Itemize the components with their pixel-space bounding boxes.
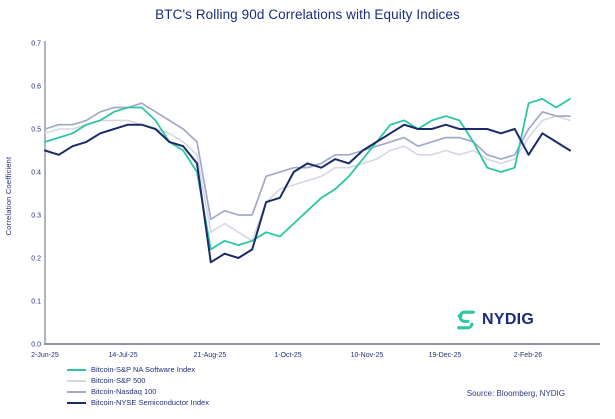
y-tick-label: 0.5 <box>31 126 41 133</box>
page-title: BTC's Rolling 90d Correlations with Equi… <box>155 7 460 22</box>
x-tick-label: 10-Nov-25 <box>351 352 384 359</box>
legend-item-bitcoin-s-p-500: Bitcoin-S&P 500 <box>67 375 209 386</box>
y-tick-label: 0.0 <box>31 341 41 348</box>
x-tick-label: 2-Feb-26 <box>514 352 543 359</box>
series-line-bitcoin-nasdaq-100 <box>44 102 571 221</box>
legend-swatch <box>67 368 86 371</box>
nydig-logo-text: NYDIG <box>482 311 535 328</box>
x-tick-label: 14-Jul-25 <box>108 352 137 359</box>
y-tick-label: 0.6 <box>31 83 41 90</box>
legend-label: Bitcoin-Nasdaq 100 <box>91 387 157 396</box>
y-tick-label: 0.7 <box>31 40 41 47</box>
y-tick-label: 0.1 <box>31 298 41 305</box>
legend-swatch <box>67 390 86 393</box>
x-tick-label: 1-Oct-25 <box>274 352 301 359</box>
y-tick-label: 0.2 <box>31 255 41 262</box>
series-line-bitcoin-nyse-semiconductor-index <box>44 123 571 264</box>
source-note: Source: Bloomberg, NYDIG <box>466 389 565 398</box>
y-tick-label: 0.3 <box>31 212 41 219</box>
legend-label: Bitcoin-NYSE Semiconductor Index <box>91 398 209 407</box>
legend-item-bitcoin-s-p-na-software-index: Bitcoin-S&P NA Software Index <box>67 364 209 375</box>
nydig-logo-icon <box>457 310 475 330</box>
x-tick-label: 19-Dec-25 <box>429 352 462 359</box>
y-axis-title: Correlation Coefficient <box>4 156 13 235</box>
x-tick-label: 2-Jun-25 <box>31 352 59 359</box>
x-tick-label: 21-Aug-25 <box>194 352 227 359</box>
chart-legend: Bitcoin-S&P NA Software Index Bitcoin-S&P… <box>67 364 209 408</box>
nydig-logo: NYDIG <box>455 308 534 332</box>
series-line-bitcoin-s-p-500 <box>44 115 571 242</box>
y-tick-label: 0.4 <box>31 169 41 176</box>
legend-label: Bitcoin-S&P NA Software Index <box>91 365 196 374</box>
legend-swatch <box>67 379 86 382</box>
legend-swatch <box>67 401 86 404</box>
legend-label: Bitcoin-S&P 500 <box>91 376 146 385</box>
legend-item-bitcoin-nasdaq-100: Bitcoin-Nasdaq 100 <box>67 386 209 397</box>
legend-item-bitcoin-nyse-semiconductor-index: Bitcoin-NYSE Semiconductor Index <box>67 397 209 408</box>
series-line-bitcoin-s-p-na-software-index <box>44 98 571 251</box>
